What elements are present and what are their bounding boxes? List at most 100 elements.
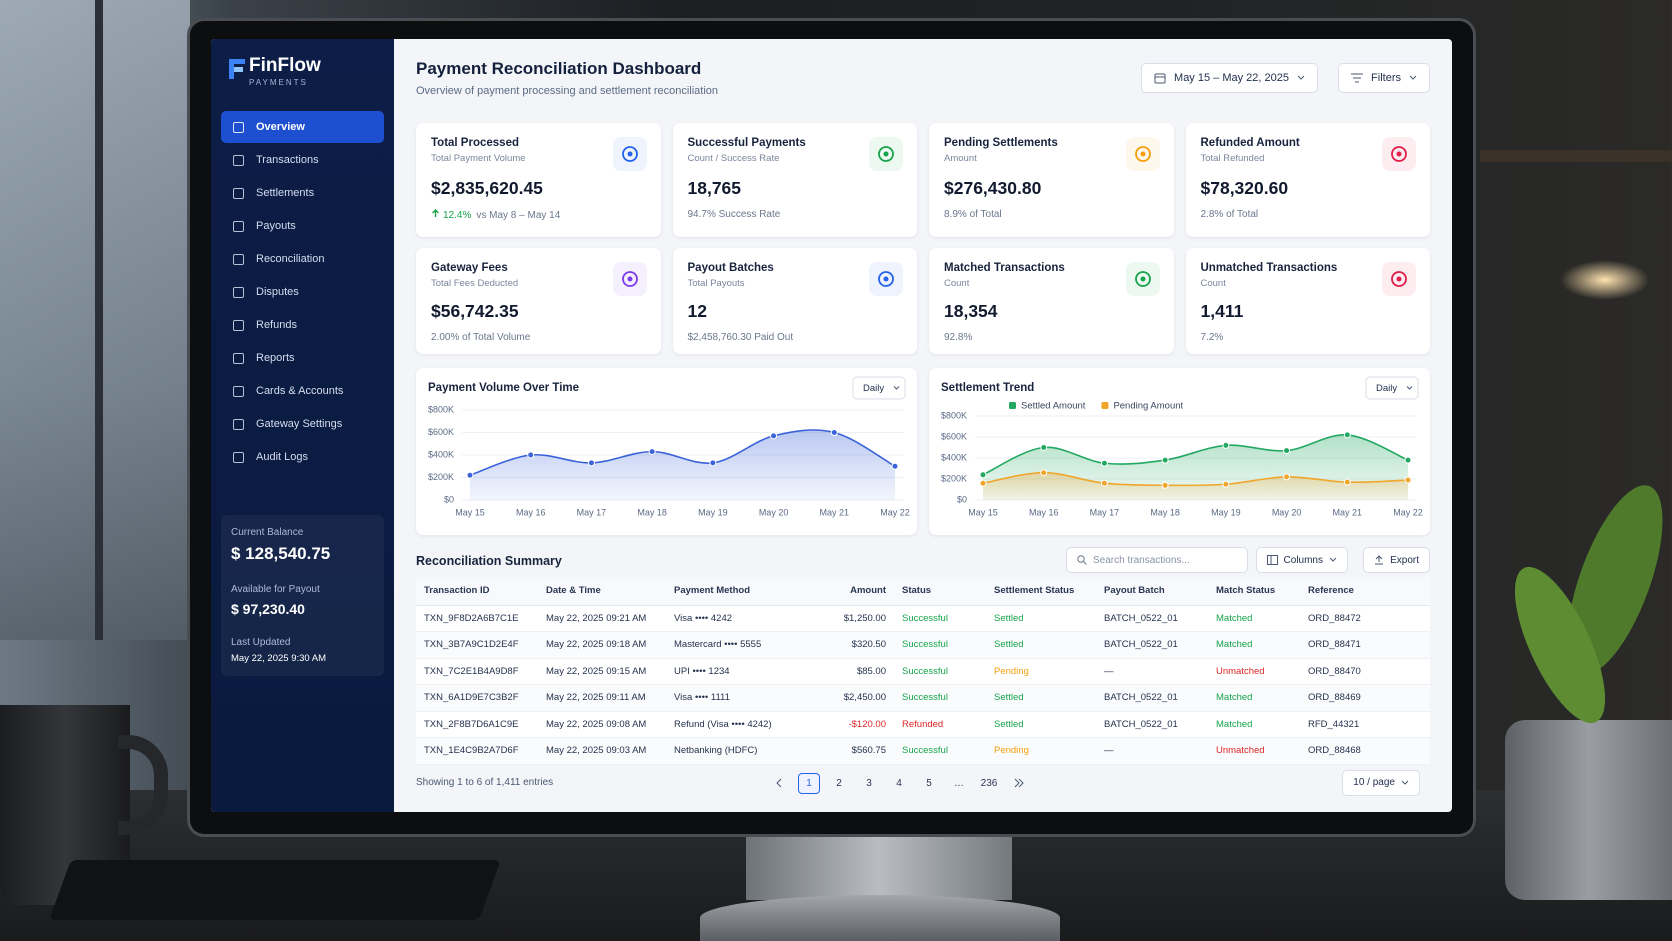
kpi-icon: [1125, 262, 1160, 296]
nav-item[interactable]: Refunds: [221, 309, 384, 341]
page-button[interactable]: …: [954, 777, 964, 789]
calendar-icon: [1154, 73, 1166, 84]
kpi-card: Refunded Amount Total Refunded $78,320.60 2…: [1185, 123, 1430, 237]
nav-item[interactable]: Reports: [221, 342, 384, 374]
nav-item[interactable]: Disputes: [221, 276, 384, 308]
kpi-icon: [869, 137, 903, 171]
chevron: [1409, 75, 1417, 80]
kpi-title: Refunded Amount: [1200, 137, 1300, 149]
brand: FinFlow: [249, 55, 321, 76]
nav-icon: [233, 286, 244, 298]
page-button[interactable]: 2: [836, 777, 842, 789]
icon-ring: [1134, 271, 1151, 287]
page-button[interactable]: 1: [798, 772, 820, 794]
page-button[interactable]: 236: [980, 777, 998, 789]
page-size[interactable]: 10 / page: [1342, 769, 1420, 796]
icon-dot: [1396, 276, 1402, 282]
kpi-subtitle: Total Payment Volume: [431, 153, 526, 164]
x-tick-label: May 21: [1333, 507, 1363, 517]
label: Current Balance: [231, 527, 304, 538]
nav-label: Gateway Settings: [256, 418, 343, 430]
kpi-subtitle: Count: [944, 278, 970, 289]
x-tick-label: May 18: [637, 507, 667, 517]
chart: Payment Volume Over Time Daily $0 $200K $400…: [428, 376, 910, 517]
page-button[interactable]: 3: [866, 777, 872, 789]
kpi-card: Matched Transactions Count 18,354 92.8%: [929, 248, 1174, 354]
table-cell: $2,450.00: [816, 684, 894, 712]
nav-item[interactable]: Gateway Settings: [221, 408, 384, 440]
last-page[interactable]: [1008, 773, 1030, 794]
x-tick-label: May 21: [820, 507, 850, 517]
table-cell: May 22, 2025 09:21 AM: [538, 605, 666, 632]
kpi-subtitle: Count: [1200, 278, 1226, 289]
table-cell: Visa •••• 1111: [666, 684, 816, 712]
point: [709, 459, 717, 467]
kpi-value: 18,354: [944, 301, 998, 321]
icon-dot: [883, 276, 889, 282]
nav-item[interactable]: Cards & Accounts: [221, 375, 384, 407]
notebook: [49, 860, 501, 920]
kpi-note: $2,458,760.30 Paid Out: [688, 332, 903, 343]
nav-item[interactable]: Reconciliation: [221, 243, 384, 275]
prev-page[interactable]: [768, 773, 790, 794]
table-cell: TXN_7C2E1B4A9D8F: [416, 658, 538, 685]
page-button[interactable]: 5: [926, 777, 932, 789]
nav-item[interactable]: Payouts: [221, 210, 384, 242]
point: [891, 462, 899, 470]
icon-glyph: [621, 146, 638, 162]
nav-icon: [233, 121, 244, 133]
note-text: vs May 8 – May 14: [476, 210, 561, 221]
kpi-subtitle: Total Refunded: [1200, 153, 1265, 164]
filters-button[interactable]: Filters: [1338, 63, 1430, 93]
note-text: 8.9% of Total: [944, 209, 1002, 220]
table-cell: Mastercard •••• 5555: [666, 631, 816, 659]
nav-item[interactable]: Audit Logs: [221, 441, 384, 473]
point: [1283, 447, 1291, 455]
table-cell: BATCH_0522_01: [1096, 631, 1208, 659]
columns-button[interactable]: Columns: [1255, 547, 1348, 573]
kpi-subtitle: Total Fees Deducted: [431, 278, 519, 289]
y-tick-label: $400K: [428, 449, 454, 459]
search-box[interactable]: Search transactions...: [1066, 547, 1248, 573]
table-cell: —: [1096, 737, 1208, 765]
column-header: Date & Time: [538, 577, 666, 606]
table-cell: BATCH_0522_01: [1096, 684, 1208, 712]
kpi-title: Total Processed: [431, 137, 519, 149]
point: [1343, 431, 1351, 439]
kpi-value: 1,411: [1200, 301, 1244, 321]
reconciliation-table: Transaction ID Date & Time Payment Method A…: [416, 577, 1430, 765]
kpi-title: Gateway Fees: [431, 262, 508, 274]
period-control[interactable]: Daily: [852, 376, 906, 400]
legend-swatch: [1101, 402, 1109, 409]
kpi-icon: [1382, 262, 1416, 296]
pagination: 1 2 3 4 5 … 236: [768, 772, 1030, 794]
brand-sub: PAYMENTS: [249, 78, 308, 87]
table-row: TXN_1E4C9B2A7D6F May 22, 2025 09:03 AM Net…: [416, 737, 1430, 765]
chevron: [1406, 386, 1413, 390]
nav-label: Settlements: [256, 187, 315, 199]
export-button[interactable]: Export: [1363, 547, 1430, 573]
kpi-card: Successful Payments Count / Success Rate 1…: [672, 123, 917, 237]
nav-icon: [233, 418, 244, 430]
label: Last Updated: [231, 637, 291, 648]
nav-item[interactable]: Overview: [221, 111, 384, 143]
kpi-note: 94.7% Success Rate: [688, 209, 903, 220]
nav-label: Audit Logs: [256, 451, 308, 463]
x-tick-label: May 18: [1150, 507, 1180, 517]
table-cell: $85.00: [816, 658, 894, 685]
page-button[interactable]: 4: [896, 777, 902, 789]
y-tick-label: $0: [444, 494, 454, 504]
nav-icon: [233, 187, 244, 199]
period-control[interactable]: Daily: [1365, 376, 1419, 400]
icon-dot: [1140, 276, 1145, 282]
chart-title: Payment Volume Over Time: [428, 382, 579, 394]
monitor-base: [700, 895, 1060, 941]
column-header: Status: [894, 577, 986, 606]
date-range-button[interactable]: May 15 – May 22, 2025: [1141, 63, 1318, 93]
nav-item[interactable]: Transactions: [221, 144, 384, 176]
chevron: [1297, 75, 1305, 80]
table-cell: Matched: [1208, 711, 1300, 738]
nav-item[interactable]: Settlements: [221, 177, 384, 209]
icon-glyph: [1391, 146, 1407, 162]
control-label: Daily: [863, 383, 884, 394]
